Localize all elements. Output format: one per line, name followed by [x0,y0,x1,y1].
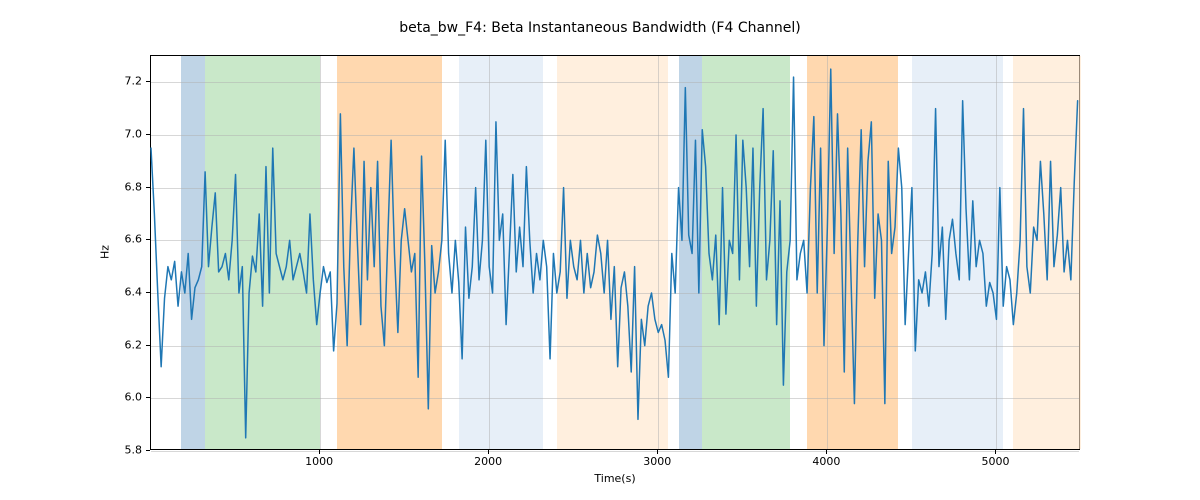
tick-mark [146,292,150,293]
tick-mark [319,450,320,454]
tick-mark [488,450,489,454]
ytick-label: 5.8 [92,444,142,457]
ytick-label: 7.0 [92,128,142,141]
ytick-label: 6.2 [92,338,142,351]
ytick-label: 6.8 [92,180,142,193]
ytick-label: 6.4 [92,286,142,299]
ytick-label: 6.6 [92,233,142,246]
figure: beta_bw_F4: Beta Instantaneous Bandwidth… [0,0,1200,500]
xtick-label: 1000 [305,455,333,468]
tick-mark [146,134,150,135]
line-layer [151,56,1079,449]
chart-title: beta_bw_F4: Beta Instantaneous Bandwidth… [0,20,1200,36]
x-axis-label: Time(s) [594,472,635,485]
tick-mark [826,450,827,454]
tick-mark [657,450,658,454]
xtick-label: 2000 [474,455,502,468]
ytick-label: 7.2 [92,75,142,88]
tick-mark [146,450,150,451]
xtick-label: 5000 [981,455,1009,468]
ytick-label: 6.0 [92,391,142,404]
tick-mark [146,187,150,188]
y-axis-label: Hz [99,245,112,259]
tick-mark [995,450,996,454]
tick-mark [146,397,150,398]
tick-mark [146,81,150,82]
series-line [151,69,1078,438]
tick-mark [146,345,150,346]
xtick-label: 4000 [812,455,840,468]
grid-line-h [151,451,1079,452]
plot-area [150,55,1080,450]
tick-mark [146,239,150,240]
xtick-label: 3000 [643,455,671,468]
